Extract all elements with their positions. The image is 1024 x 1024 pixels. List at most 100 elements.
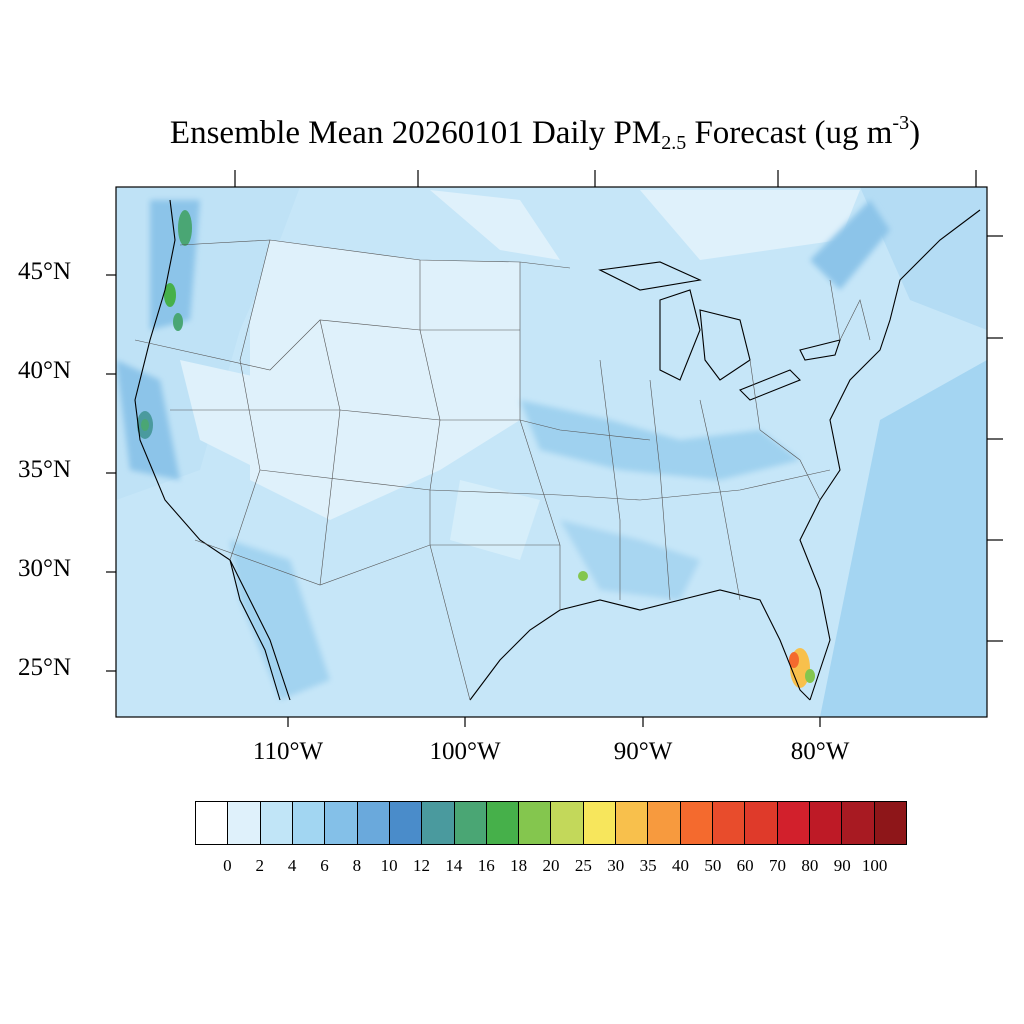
border-new-england bbox=[829, 279, 871, 341]
field-south-plains bbox=[450, 480, 540, 560]
concentration-field bbox=[116, 190, 890, 700]
baja-coast bbox=[229, 559, 281, 701]
colorbar-label: 18 bbox=[510, 856, 528, 875]
map-title: Ensemble Mean 20260101 Daily PM2.5 Forec… bbox=[0, 112, 1024, 155]
map-frame bbox=[115, 186, 988, 718]
border-col-1 bbox=[229, 239, 271, 561]
atlantic-ocean bbox=[820, 360, 987, 717]
colorbar-label: 100 bbox=[861, 856, 888, 875]
canada-east bbox=[860, 187, 987, 330]
border-row-3 bbox=[259, 469, 831, 501]
colorbar bbox=[195, 801, 907, 845]
lat-label-35n: 35°N bbox=[18, 456, 72, 483]
colorbar-label: 50 bbox=[704, 856, 722, 875]
colorbar-label: 35 bbox=[639, 856, 657, 875]
colorbar-cell bbox=[454, 802, 487, 844]
hotspot-louisiana bbox=[578, 571, 588, 581]
border-col-7 bbox=[699, 399, 741, 601]
colorbar-label: 20 bbox=[542, 856, 560, 875]
colorbar-label: 10 bbox=[380, 856, 398, 875]
colorbar-cell bbox=[551, 802, 584, 844]
colorbar-label: 90 bbox=[833, 856, 851, 875]
title-subscript: 2.5 bbox=[661, 132, 687, 154]
gulf-coastline bbox=[469, 589, 811, 701]
map-field bbox=[116, 187, 987, 717]
atlantic-coastline bbox=[799, 209, 981, 701]
colorbar-cell bbox=[648, 802, 681, 844]
field-baja bbox=[230, 540, 330, 700]
title-superscript: -3 bbox=[892, 112, 910, 134]
colorbar-label: 14 bbox=[445, 856, 463, 875]
colorbar-cell bbox=[389, 802, 423, 844]
colorbar-cell bbox=[519, 802, 552, 844]
border-col-2 bbox=[319, 319, 341, 586]
colorbar-label: 80 bbox=[801, 856, 819, 875]
border-col-8 bbox=[749, 359, 821, 501]
colorbar-label: 60 bbox=[736, 856, 754, 875]
colorbar-cell bbox=[325, 802, 358, 844]
lon-label-90w: 90°W bbox=[613, 738, 673, 765]
lon-label-80w: 80°W bbox=[790, 738, 850, 765]
colorbar-label: 16 bbox=[477, 856, 495, 875]
colorbar-cell bbox=[357, 802, 390, 844]
colorbar-cell bbox=[260, 802, 293, 844]
field-canadian-prairie bbox=[430, 190, 560, 260]
lake-ontario bbox=[799, 339, 841, 361]
colorbar-cell bbox=[809, 802, 843, 844]
colorbar-cell bbox=[486, 802, 520, 844]
hotspot-south-florida-east bbox=[805, 669, 815, 683]
colorbar-cell bbox=[777, 802, 810, 844]
colorbar-cell bbox=[713, 802, 746, 844]
lake-huron bbox=[699, 309, 751, 381]
title-suffix: ) bbox=[909, 115, 921, 151]
lake-michigan bbox=[659, 289, 701, 381]
colorbar-cell bbox=[874, 802, 906, 844]
colorbar-cell bbox=[680, 802, 713, 844]
field-mountain-west bbox=[250, 240, 520, 520]
lat-label-25n: 25°N bbox=[18, 654, 72, 681]
border-col-3 bbox=[419, 260, 471, 701]
border-col-5 bbox=[599, 359, 621, 600]
colorbar-label: 25 bbox=[574, 856, 592, 875]
lon-label-100w: 100°W bbox=[429, 738, 501, 765]
colorbar-cell bbox=[292, 802, 326, 844]
colorbar-cell bbox=[422, 802, 455, 844]
lat-label-40n: 40°N bbox=[18, 357, 72, 384]
field-canada-north bbox=[640, 190, 860, 260]
lat-label-45n: 45°N bbox=[18, 258, 72, 285]
field-maine bbox=[810, 200, 890, 290]
colorbar-cell bbox=[842, 802, 875, 844]
colorbar-cell bbox=[196, 802, 229, 844]
colorbar-label: 4 bbox=[287, 856, 297, 875]
colorbar-label: 0 bbox=[223, 856, 232, 875]
hotspot-bay-area-core bbox=[141, 419, 149, 431]
title-prefix: Ensemble Mean 20260101 Daily PM bbox=[169, 115, 662, 151]
map-ticks bbox=[106, 170, 1003, 727]
colorbar-label: 2 bbox=[255, 856, 264, 875]
lon-label-110w: 110°W bbox=[252, 738, 324, 765]
hotspot-willamette-south bbox=[173, 313, 183, 331]
colorbar-cell bbox=[616, 802, 649, 844]
title-middle: Forecast (ug m bbox=[686, 115, 893, 151]
colorbar-cell bbox=[583, 802, 617, 844]
border-row-2 bbox=[170, 409, 651, 441]
hotspot-willamette bbox=[164, 283, 176, 307]
colorbar-label: 12 bbox=[413, 856, 431, 875]
hotspot-south-florida-core bbox=[789, 652, 799, 668]
colorbar-label: 40 bbox=[671, 856, 689, 875]
field-gulf-coast bbox=[560, 520, 700, 600]
colorbar-cell bbox=[745, 802, 778, 844]
colorbar-label: 6 bbox=[320, 856, 329, 875]
colorbar-label: 70 bbox=[769, 856, 787, 875]
border-col-6 bbox=[649, 379, 671, 601]
hotspot-puget-sound bbox=[178, 210, 192, 246]
colorbar-label: 8 bbox=[352, 856, 362, 875]
border-col-4 bbox=[519, 262, 561, 610]
lake-erie bbox=[739, 369, 801, 401]
lake-superior bbox=[598, 261, 702, 291]
border-row-4 bbox=[194, 539, 560, 586]
colorbar-cell bbox=[228, 802, 261, 844]
field-great-basin bbox=[180, 360, 270, 470]
state-borders bbox=[134, 239, 871, 701]
coastlines bbox=[134, 199, 981, 701]
